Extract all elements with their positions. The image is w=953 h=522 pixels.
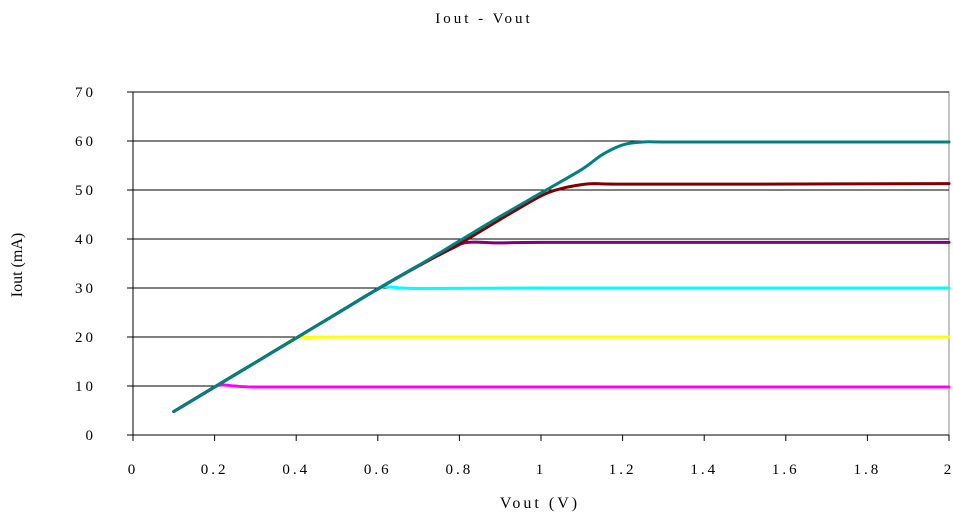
chart-title: Iout - Vout	[435, 11, 532, 27]
x-tick-label-3: 0.6	[364, 462, 392, 478]
x-tick-label-8: 1.6	[772, 462, 800, 478]
y-tick-label-1: 10	[75, 379, 96, 395]
x-tick-label-10: 2	[944, 462, 953, 478]
y-tick-label-5: 50	[75, 183, 96, 199]
x-tick-label-1: 0.2	[201, 462, 229, 478]
horizontal-gridlines	[133, 91, 949, 387]
series-line-4	[172, 182, 951, 413]
y-tick-labels: 0 10 20 30 40 50 60 70	[75, 85, 97, 444]
series-line-0	[172, 383, 951, 413]
series-line-1	[172, 335, 951, 413]
y-tick-label-0: 0	[86, 428, 97, 444]
x-tick-label-2: 0.4	[282, 462, 310, 478]
y-tick-label-2: 20	[75, 330, 96, 346]
x-tick-label-4: 0.8	[446, 462, 474, 478]
x-tick-label-6: 1.2	[609, 462, 637, 478]
y-tick-label-4: 40	[75, 232, 96, 248]
x-axis-label: Vout (V)	[500, 495, 580, 512]
x-tick-label-7: 1.4	[690, 462, 718, 478]
x-tick-label-9: 1.8	[854, 462, 882, 478]
series-line-5	[172, 140, 951, 413]
data-series	[172, 140, 951, 413]
x-tick-label-0: 0	[128, 462, 139, 478]
x-tick-labels: 0 0.2 0.4 0.6 0.8 1 1.2 1.4 1.6 1.8 2	[128, 462, 953, 478]
y-axis-label: Iout (mA)	[9, 233, 26, 297]
axes	[127, 91, 950, 441]
x-tick-label-5: 1	[536, 462, 547, 478]
y-tick-label-7: 70	[75, 85, 96, 101]
series-line-2	[172, 284, 951, 413]
y-tick-label-6: 60	[75, 134, 96, 150]
y-tick-label-3: 30	[75, 281, 96, 297]
